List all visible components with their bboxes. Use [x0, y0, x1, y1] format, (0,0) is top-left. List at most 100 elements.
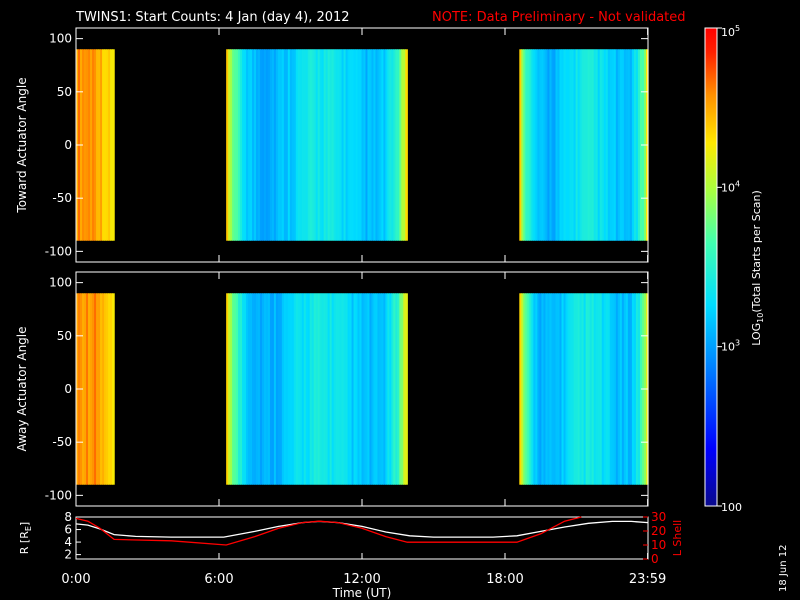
- away-heatmap-column: [236, 293, 239, 485]
- away-heatmap-column: [94, 293, 97, 485]
- toward-heatmap-column: [533, 49, 536, 241]
- toward-heatmap-column: [228, 49, 231, 241]
- away-heatmap-column: [383, 293, 386, 485]
- away-heatmap-column: [98, 293, 101, 485]
- toward-heatmap-column: [583, 49, 587, 241]
- toward-heatmap-column: [112, 49, 115, 241]
- toward-heatmap-column: [391, 49, 394, 241]
- away-heatmap-column: [311, 293, 315, 485]
- away-y-tick-label: -50: [52, 435, 72, 449]
- away-heatmap-column: [385, 293, 388, 485]
- toward-heatmap-column: [232, 49, 235, 241]
- away-heatmap-column: [317, 293, 321, 485]
- toward-heatmap-column: [393, 49, 396, 241]
- away-heatmap-column: [333, 293, 337, 485]
- toward-heatmap-column: [246, 49, 249, 241]
- toward-heatmap-column: [595, 49, 599, 241]
- toward-heatmap-column: [619, 49, 623, 241]
- away-heatmap-column: [629, 293, 633, 485]
- away-heatmap-column: [112, 293, 115, 485]
- away-heatmap: [76, 293, 649, 485]
- toward-heatmap-column: [635, 49, 639, 241]
- toward-heatmap-column: [323, 49, 327, 241]
- away-heatmap-column: [297, 293, 301, 485]
- preliminary-note: NOTE: Data Preliminary - Not validated: [432, 10, 686, 25]
- away-heatmap-column: [90, 293, 93, 485]
- toward-y-tick-label: 100: [49, 32, 72, 46]
- toward-heatmap-column: [617, 49, 621, 241]
- away-heatmap-column: [246, 293, 249, 485]
- chart-title: TWINS1: Start Counts: 4 Jan (day 4), 201…: [75, 10, 350, 25]
- toward-heatmap-column: [383, 49, 386, 241]
- away-heatmap-column: [631, 293, 635, 485]
- colorbar-gradient: [705, 28, 717, 506]
- toward-heatmap-column: [269, 49, 273, 241]
- toward-x-ticks: [75, 28, 649, 262]
- toward-heatmap-column: [559, 49, 563, 241]
- away-heatmap-column: [244, 293, 247, 485]
- away-heatmap-column: [92, 293, 95, 485]
- toward-heatmap-column: [230, 49, 233, 241]
- away-heatmap-column: [82, 293, 85, 485]
- away-heatmap-column: [265, 293, 269, 485]
- toward-heatmap-column: [244, 49, 247, 241]
- away-heatmap-column: [102, 293, 105, 485]
- toward-heatmap-column: [301, 49, 305, 241]
- toward-heatmap-column: [555, 49, 559, 241]
- toward-heatmap-column: [585, 49, 589, 241]
- away-heatmap-column: [395, 293, 398, 485]
- toward-heatmap-column: [333, 49, 337, 241]
- toward-heatmap-column: [561, 49, 565, 241]
- toward-heatmap-column: [90, 49, 93, 241]
- away-heatmap-column: [603, 293, 607, 485]
- toward-heatmap-column: [104, 49, 107, 241]
- away-heatmap-column: [285, 293, 289, 485]
- time-axis: 0:00 6:00 12:00 18:00 23:59: [61, 553, 666, 587]
- toward-heatmap-column: [403, 49, 406, 241]
- toward-heatmap-column: [587, 49, 591, 241]
- toward-heatmap-column: [265, 49, 269, 241]
- away-heatmap-column: [355, 293, 359, 485]
- toward-heatmap-column: [258, 49, 261, 241]
- away-heatmap-column: [261, 293, 265, 485]
- toward-heatmap-column: [248, 49, 251, 241]
- colorbar-tick-label: 105: [721, 24, 740, 39]
- away-heatmap-column: [325, 293, 329, 485]
- toward-heatmap-column: [285, 49, 289, 241]
- away-heatmap-column: [371, 293, 375, 485]
- toward-heatmap-column: [256, 49, 259, 241]
- away-heatmap-column: [321, 293, 325, 485]
- away-heatmap-column: [591, 293, 595, 485]
- away-heatmap-column: [345, 293, 349, 485]
- toward-heatmap-column: [387, 49, 390, 241]
- toward-heatmap-column: [273, 49, 277, 241]
- toward-heatmap-column: [303, 49, 307, 241]
- away-heatmap-column: [353, 293, 357, 485]
- away-heatmap-column: [547, 293, 551, 485]
- away-heatmap-column: [307, 293, 311, 485]
- toward-heatmap-column: [625, 49, 629, 241]
- toward-heatmap-column: [363, 49, 367, 241]
- toward-heatmap-column: [385, 49, 388, 241]
- radius-tick-label: 8: [64, 510, 72, 524]
- away-heatmap-column: [597, 293, 601, 485]
- away-heatmap-column: [573, 293, 577, 485]
- away-heatmap-column: [291, 293, 295, 485]
- toward-heatmap-column: [335, 49, 339, 241]
- toward-heatmap-column: [593, 49, 597, 241]
- toward-heatmap-column: [371, 49, 375, 241]
- away-heatmap-column: [619, 293, 623, 485]
- colorbar-label: LOG10(Total Starts per Scan): [750, 190, 765, 346]
- toward-heatmap-column: [283, 49, 287, 241]
- toward-heatmap-column: [297, 49, 301, 241]
- away-heatmap-column: [347, 293, 351, 485]
- lshell-axis-label: L Shell: [671, 520, 684, 556]
- away-heatmap-column: [565, 293, 569, 485]
- toward-heatmap-column: [557, 49, 561, 241]
- toward-heatmap-column: [581, 49, 585, 241]
- toward-heatmap-column: [373, 49, 377, 241]
- toward-heatmap-column: [341, 49, 345, 241]
- away-heatmap-column: [557, 293, 561, 485]
